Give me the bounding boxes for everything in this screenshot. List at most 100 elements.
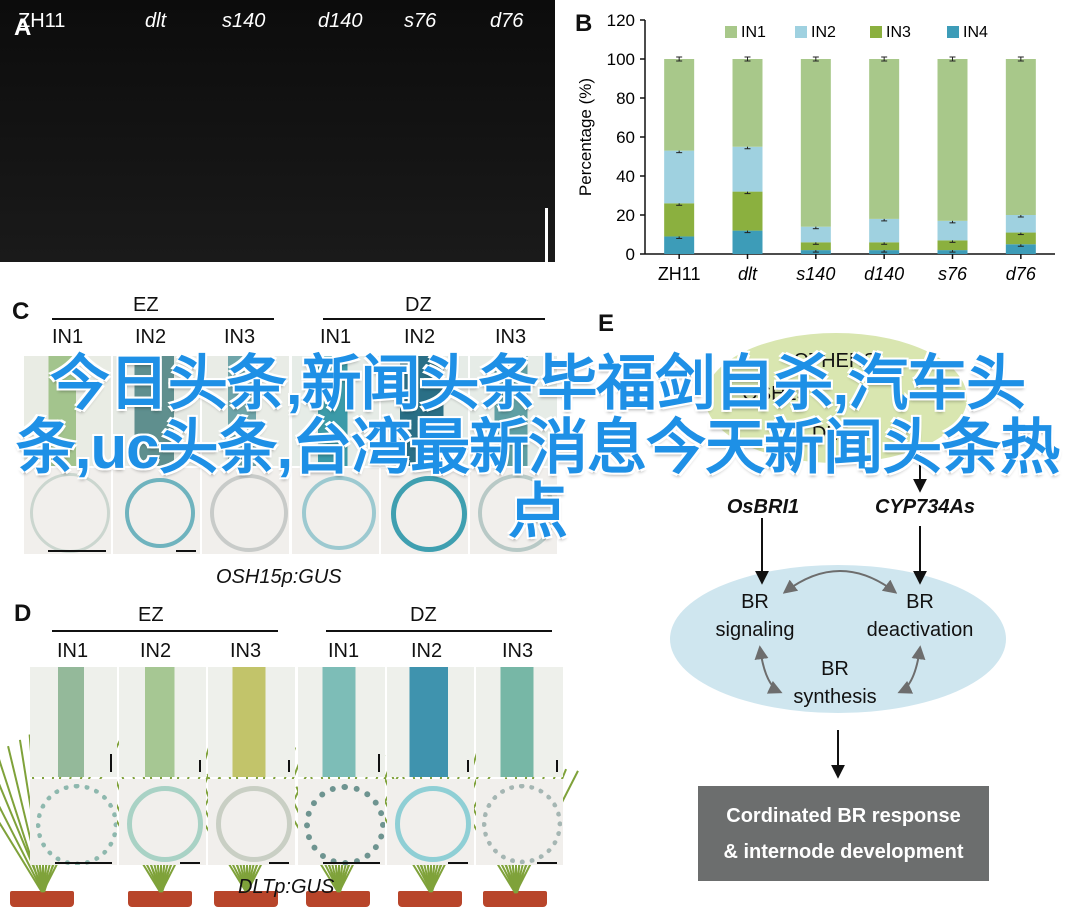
x-tick-label: d76 [1006,264,1037,284]
bar-segment [732,146,763,192]
y-tick-label: 80 [616,89,635,108]
y-tick-label: 20 [616,206,635,225]
internode-label: IN3 [502,640,534,662]
bracket-ez [52,630,278,632]
bar-segment [664,203,695,237]
scale-bar [323,862,380,864]
panel-letter-d: D [14,600,32,627]
plant-label-zh11: ZH11 [18,10,66,32]
scale-bar [467,760,469,772]
bar-segment [1005,232,1036,245]
node-osbri1: OsBRI1 [726,496,800,518]
stem-image [30,667,117,777]
internode-label: IN2 [135,326,167,348]
node-others: OTHERS [793,350,877,372]
bar-segment [937,59,968,221]
y-axis-label: Percentage (%) [576,78,595,196]
node-br-signaling: BR signaling [715,591,795,641]
stem-cross-section [470,468,557,554]
bar-segment [937,220,968,241]
scale-bar [448,862,468,864]
panel-letter-c: C [12,298,30,325]
legend-label: IN3 [886,24,911,41]
bracket-dz [323,318,545,320]
bar-segment [664,59,695,151]
legend-swatch [795,26,807,38]
node-br-synthesis: BR synthesis [793,658,877,708]
stem-cross-section [292,468,379,554]
x-tick-label: ZH11 [658,264,701,284]
stem-image [119,667,206,777]
internode-label: IN1 [52,326,84,348]
bar-segment [869,218,900,243]
plant-label-s140: s140 [222,10,266,32]
x-tick-label: dlt [738,264,758,284]
gene-label-osh15: OSH15p:GUS [216,566,342,588]
bar-segment [1005,215,1036,233]
group-label-dz: DZ [405,294,432,316]
stem-image [387,667,474,777]
stem-cross-section [476,779,563,865]
stem-image [298,667,385,777]
scale-bar [537,862,557,864]
scale-bar [556,760,558,772]
bar-segment [869,59,900,219]
x-tick-label: s140 [796,264,835,284]
scale-bar [110,754,112,772]
bar-segment [937,240,968,251]
internode-label: IN1 [320,326,352,348]
internode-label: IN1 [328,640,360,662]
group-label-dz: DZ [410,604,437,626]
node-osh15: OSH15 [742,383,808,405]
internode-label: IN3 [230,640,262,662]
stem-image [202,356,289,466]
stem-image [24,356,111,466]
panel-letter-b: B [575,10,593,37]
internode-label: IN1 [57,640,89,662]
stem-image [208,667,295,777]
legend-swatch [870,26,882,38]
scale-bar [48,550,106,552]
bar-segment [664,236,695,254]
bar-segment [732,59,763,147]
bracket-dz [326,630,552,632]
internode-label: IN2 [140,640,172,662]
bar-segment [732,230,763,254]
stem-cross-section [113,468,200,554]
group-label-ez: EZ [138,604,164,626]
stem-image [292,356,379,466]
stem-cross-section [202,468,289,554]
stem-image [381,356,468,466]
x-tick-label: s76 [938,264,968,284]
stem-cross-section [298,779,385,865]
gene-label-dlt: DLTp:GUS [238,876,335,898]
y-tick-label: 0 [626,245,635,264]
bar-segment [1005,59,1036,215]
node-br-deactivation: BR deactivation [866,591,974,641]
bar-segment [1005,244,1036,254]
internode-label: IN2 [411,640,443,662]
bar-segment [800,242,831,251]
scale-bar [55,862,112,864]
bar-segment [800,59,831,227]
plant-label-d140: d140 [318,10,363,32]
regulator-ellipse [705,333,967,463]
pathway-arrows [754,450,927,779]
node-cyp734as: CYP734As [874,496,976,518]
internode-percentage-chart: 0 20 40 60 80 100 120 Percentage (%) ZH11 dlt s140… [576,11,1055,284]
stem-cross-section [119,779,206,865]
y-tick-label: 60 [616,128,635,147]
overlay-headline: 今日头条,新闻头条毕福剑自杀,汽车头条,uc头条,台湾最新消息今天新闻头条热点 [15,350,1060,545]
stem-cross-section [381,468,468,554]
scale-bar [176,550,196,552]
panel-letter-a: A [14,14,32,41]
plant-label-d76: d76 [490,10,524,32]
stem-cross-section [208,779,295,865]
output-box: Cordinated BR response & internode devel… [698,786,989,881]
legend-swatch [725,26,737,38]
plant-photo-panel: ZH11 dlt s140 d140 s76 d76 [0,0,579,907]
internode-label: IN3 [495,326,527,348]
stem-image [476,667,563,777]
internode-label: IN2 [404,326,436,348]
stem-image [113,356,200,466]
